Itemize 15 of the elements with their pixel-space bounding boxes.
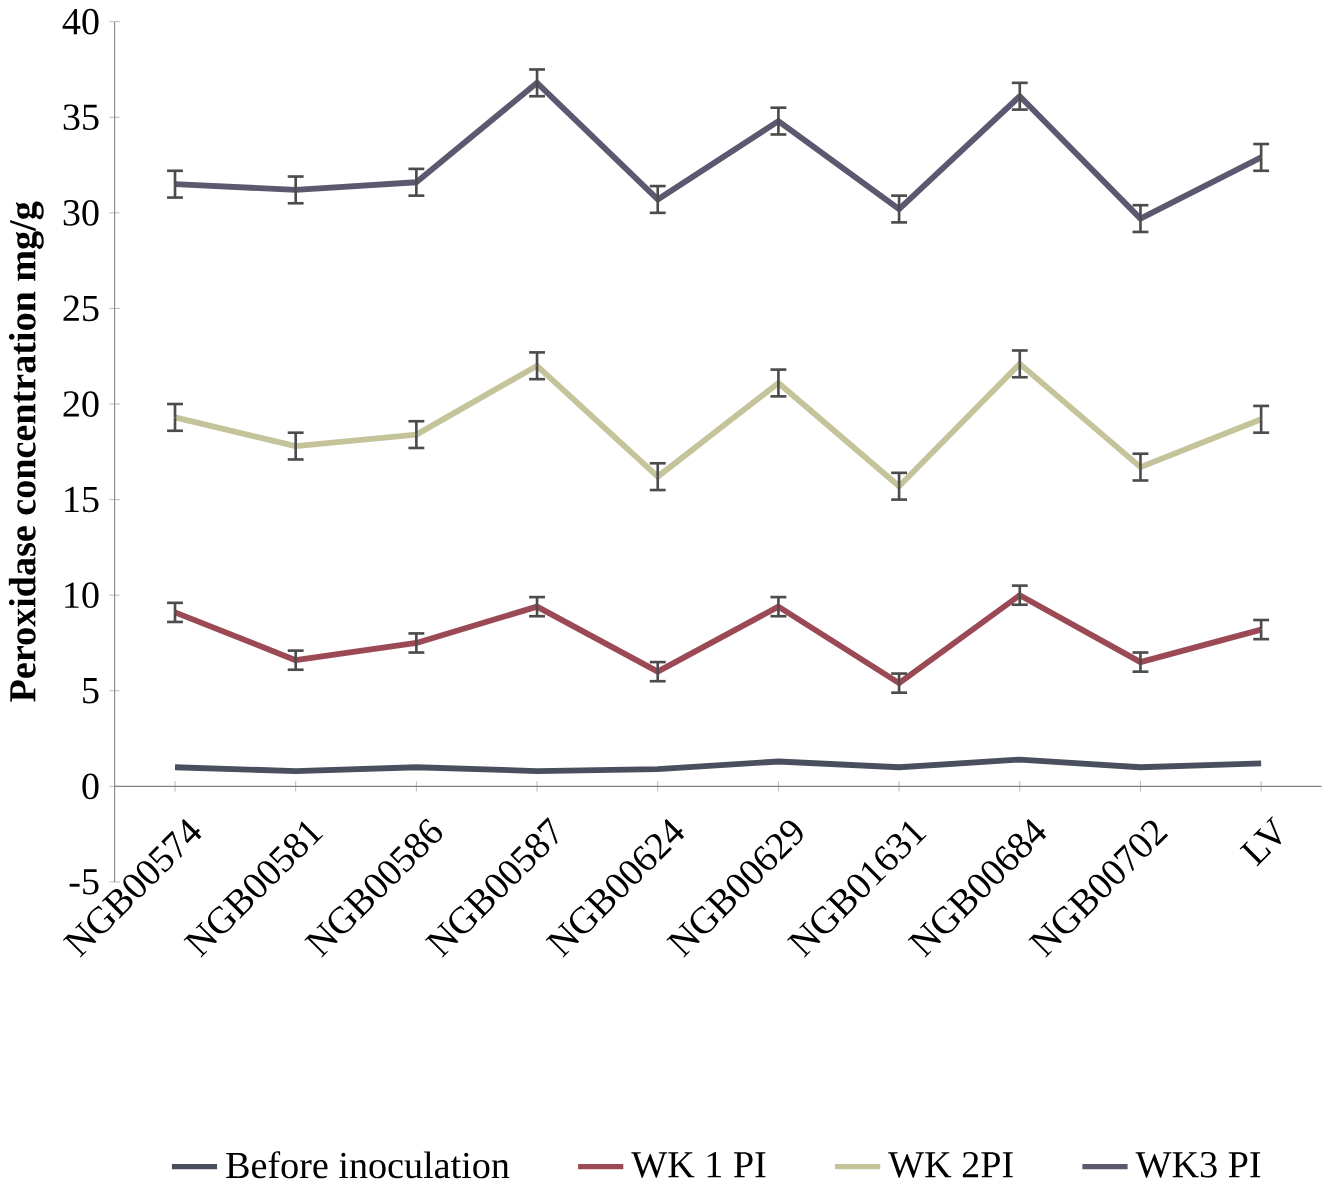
y-tick-label: 40 [62, 9, 99, 35]
y-tick-label: 30 [63, 200, 99, 226]
y-tick-label: 15 [65, 487, 99, 513]
y-axis-title: Peroxidase concentration mg/g [8, 201, 44, 702]
legend-label: WK 1 PI [631, 1152, 766, 1178]
y-tick-label: 35 [63, 104, 99, 131]
y-tick-label: 10 [65, 582, 99, 609]
y-tick-label: 20 [63, 391, 99, 418]
y-tick-label: 5 [83, 678, 99, 704]
y-tick-label: 25 [63, 295, 99, 322]
y-tick-label: 0 [82, 773, 99, 800]
legend-label: WK 2PI [888, 1152, 1013, 1178]
legend-label: WK3 PI [1135, 1152, 1261, 1178]
x-tick-label: LV [1239, 816, 1282, 867]
legend-label: Before inoculation [226, 1151, 510, 1179]
